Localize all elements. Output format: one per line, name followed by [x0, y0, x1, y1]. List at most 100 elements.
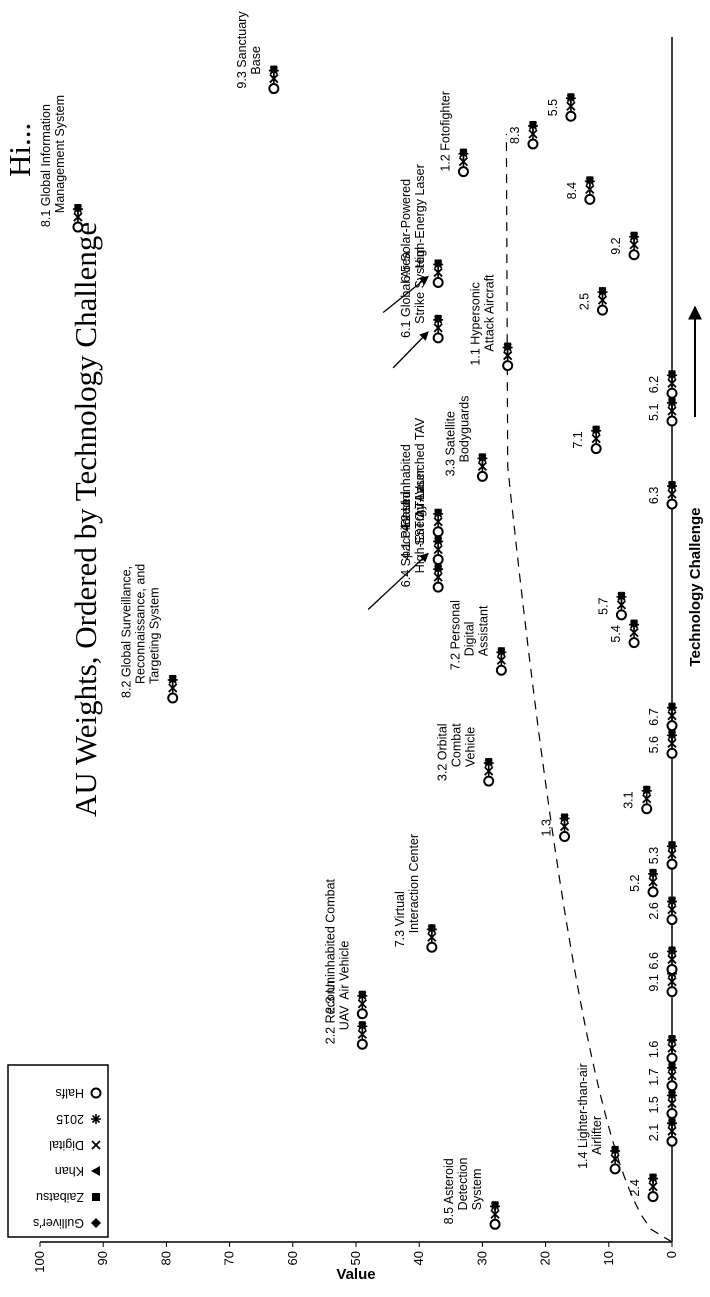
point-label: 1.4 Lighter-than-airAirlifter [576, 1063, 604, 1169]
marker-halfs [666, 1107, 678, 1119]
y-tick-label: 70 [222, 1251, 237, 1265]
data-point [596, 287, 608, 316]
marker-halfs [666, 1135, 678, 1147]
point-label-line: Airlifter [590, 1116, 604, 1155]
marker-halfs [666, 963, 678, 975]
marker-halfs [641, 803, 653, 815]
data-point [457, 148, 469, 178]
marker-digital [667, 976, 677, 987]
point-label: 5.2 [628, 874, 642, 891]
marker-zaibatsu [529, 120, 537, 128]
point-label-line: Strike System [413, 247, 427, 324]
marker-zaibatsu [649, 1173, 657, 1181]
point-label: 4.2 UninhabitedAir-Launched TAV [399, 417, 427, 532]
marker-halfs [628, 637, 640, 649]
y-tick-label: 20 [538, 1251, 553, 1265]
marker-halfs [615, 609, 627, 621]
point-label-line: 7.2 Personal [448, 600, 462, 670]
marker-zaibatsu [598, 287, 606, 295]
marker-zaibatsu [668, 397, 676, 405]
point-label: 9.3 SanctuaryBase [235, 11, 263, 89]
point-label-line: 1.4 Lighter-than-air [576, 1063, 590, 1169]
point-label: 2.1 [647, 1124, 661, 1141]
y-tick-label: 60 [285, 1251, 300, 1265]
point-label-line: 1.5 [647, 1096, 661, 1113]
point-label-line: Management System [53, 95, 67, 213]
data-point [268, 65, 280, 95]
marker-halfs [584, 193, 596, 205]
marker-digital [616, 600, 627, 610]
marker-digital [433, 323, 443, 333]
marker-digital [667, 1043, 677, 1053]
marker-digital [648, 877, 658, 887]
marker-halfs [666, 415, 678, 427]
marker-digital [427, 932, 437, 942]
marker-digital [648, 1181, 658, 1192]
marker-digital [667, 954, 677, 965]
point-label-line: 2.2 Reconn [323, 980, 337, 1044]
point-label-line: 1.1 Hypersonic [469, 282, 483, 365]
marker-digital [503, 350, 513, 361]
point-label-line: UAV [337, 1005, 351, 1030]
point-label-line: High-Energy Laser [413, 469, 427, 573]
data-point [666, 1062, 678, 1092]
marker-zaibatsu [434, 536, 442, 544]
point-label: 6.6 [647, 952, 661, 969]
data-point [356, 990, 368, 1020]
legend-box [7, 1064, 109, 1238]
marker-digital [490, 1209, 500, 1219]
marker-zaibatsu [358, 990, 366, 998]
point-label-line: 6.3 [647, 487, 661, 504]
marker-digital [484, 766, 494, 776]
marker-halfs [527, 138, 539, 150]
marker-digital [168, 683, 178, 693]
marker-zaibatsu [668, 1090, 676, 1098]
point-label-line: 7.3 Virtual [393, 891, 407, 947]
point-label: 3.1 [622, 791, 636, 808]
marker-digital [667, 711, 677, 721]
point-label: 9.1 [647, 974, 661, 991]
marker-zaibatsu [668, 370, 676, 378]
data-point [495, 647, 507, 676]
point-label-line: 6.2 [647, 376, 661, 393]
point-label: 8.4 [565, 182, 579, 199]
marker-digital [629, 627, 639, 638]
marker-digital [433, 517, 443, 527]
point-label-line: Assistant [476, 605, 490, 656]
legend-entry: Halfs [56, 1086, 102, 1100]
point-label-line: 1.6 [647, 1041, 661, 1058]
marker-halfs [483, 775, 495, 787]
point-label-line: 2.3 Uninhabited Combat [323, 878, 337, 1013]
legend-label: Digital [49, 1138, 84, 1152]
data-point [432, 564, 444, 593]
point-label-line: Vehicle [464, 727, 478, 767]
data-point [666, 1035, 678, 1064]
marker-digital [642, 794, 652, 804]
marker-zaibatsu [497, 647, 505, 655]
marker-digital [269, 73, 279, 84]
point-label: 5.6 [647, 736, 661, 753]
point-label-line: 3.2 Orbital [436, 723, 450, 781]
point-label-line: 4.2 Uninhabited [399, 444, 413, 532]
marker-halfs [666, 387, 678, 399]
marker-halfs [432, 526, 444, 538]
x-axis-label-group: Technology Challenge [687, 305, 704, 666]
marker-halfs [609, 1163, 621, 1175]
marker-halfs [666, 914, 678, 926]
data-point [432, 508, 444, 538]
legend-entry: Gulliver's [33, 1216, 101, 1230]
data-point [476, 453, 488, 482]
marker-zaibatsu [630, 619, 638, 627]
data-point [565, 93, 577, 122]
marker-zaibatsu [643, 785, 651, 793]
marker-halfs [666, 747, 678, 759]
point-label-line: 2.6 [647, 902, 661, 919]
legend-entry: Zaibatsu [36, 1190, 100, 1204]
marker-digital [73, 212, 83, 222]
marker-zaibatsu [434, 564, 442, 572]
point-label-line: Attack Aircraft [483, 274, 497, 352]
y-tick-label: 80 [158, 1251, 173, 1265]
marker-halfs [426, 941, 438, 953]
marker-zaibatsu [434, 259, 442, 267]
legend-square-icon [92, 1193, 100, 1201]
